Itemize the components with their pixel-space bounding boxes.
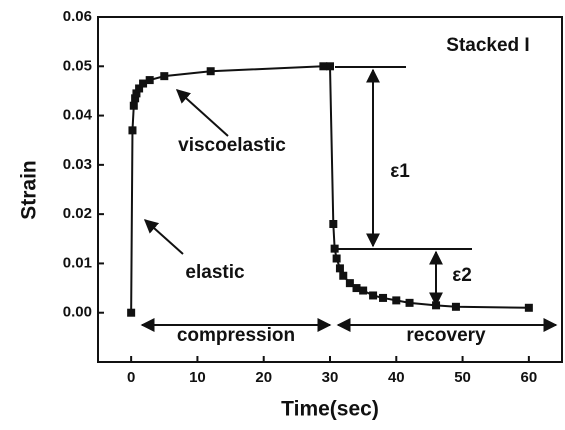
data-point [405, 298, 414, 307]
data-point [131, 94, 140, 103]
annotation: ε1 [390, 161, 410, 182]
y-axis-label: Strain [18, 160, 41, 220]
data-point [145, 76, 154, 85]
data-point [160, 72, 169, 81]
data-point [132, 89, 141, 98]
data-point [369, 291, 378, 300]
data-point [135, 84, 144, 93]
x-tick-label: 0 [127, 369, 135, 386]
data-point [127, 308, 136, 317]
data-point [330, 244, 339, 253]
data-point [129, 101, 138, 110]
x-tick-label: 40 [388, 369, 405, 386]
data-point [326, 62, 334, 71]
data-point [524, 303, 533, 312]
annotation: compression [177, 325, 295, 346]
y-tick-label: 0.06 [63, 8, 92, 25]
data-point [379, 293, 388, 302]
data-point [206, 67, 215, 76]
y-tick-label: 0.04 [63, 107, 93, 124]
y-tick-label: 0.02 [63, 205, 92, 222]
data-point [352, 284, 361, 293]
arrow [175, 89, 229, 137]
x-tick-label: 50 [454, 369, 471, 386]
data-point [329, 220, 338, 228]
data-point [332, 254, 341, 263]
data-point [319, 62, 328, 71]
annotation: ε2 [452, 265, 472, 286]
arrow [143, 219, 184, 255]
annotation: viscoelastic [178, 135, 286, 156]
data-point [432, 301, 441, 310]
data-point [392, 296, 401, 305]
data-point [335, 264, 344, 273]
x-tick-label: 30 [322, 369, 339, 386]
y-tick-label: 0.03 [63, 156, 92, 173]
x-axis-label: Time(sec) [281, 398, 379, 421]
x-tick-label: 20 [255, 369, 272, 386]
chart-title: Stacked I [446, 35, 529, 56]
data-point [139, 79, 148, 88]
y-tick-label: 0.05 [63, 57, 92, 74]
annotation: elastic [185, 262, 245, 283]
data-point [451, 302, 460, 311]
data-point [359, 286, 368, 295]
x-tick-label: 60 [521, 369, 538, 386]
x-tick-label: 10 [189, 369, 206, 386]
data-point [339, 271, 348, 280]
annotation: recovery [406, 325, 486, 346]
y-tick-label: 0.01 [63, 254, 92, 271]
data-point [128, 126, 137, 135]
y-tick-label: 0.00 [63, 304, 92, 321]
data-point [345, 279, 354, 288]
